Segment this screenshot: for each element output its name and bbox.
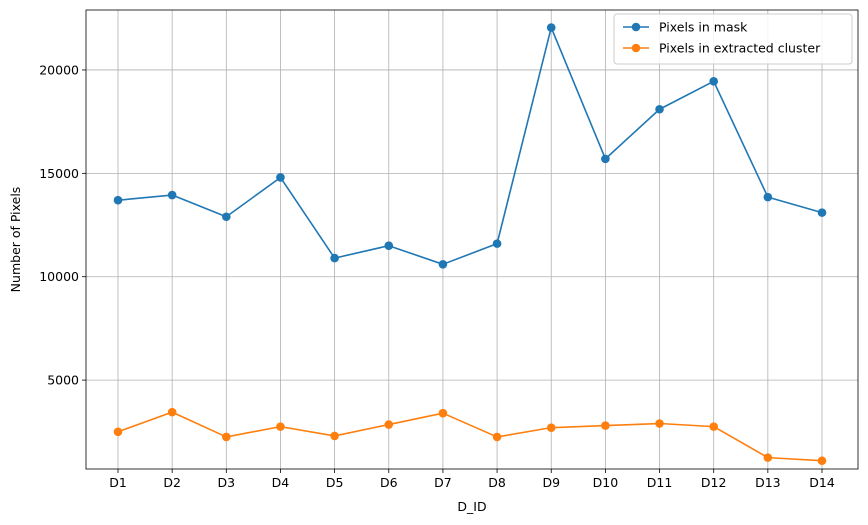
data-point [601,421,610,430]
data-point [384,420,394,429]
data-point [330,431,339,441]
series-line-2 [117,411,823,462]
y-tick-label: 20000 [39,62,79,77]
data-point [438,408,448,418]
x-tick-label: D12 [701,475,727,490]
data-point [384,241,394,251]
x-tick-label: D5 [326,475,344,490]
y-tick-label: 5000 [47,373,79,388]
x-tick-label: D2 [163,475,181,490]
axes-ticks: D1 D2 D3 D4 D5 D6 D7 D8 D9 D10 D11 D12 D13 D14 5000 100… [39,62,835,490]
data-point [546,423,556,432]
legend: Pixels in mask Pixels in extracted cluste… [613,13,853,65]
y-axis-label: Number of Pixels [8,187,23,293]
data-point [222,432,231,442]
y-tick-label: 15000 [39,166,79,181]
data-point [113,427,123,437]
x-tick-label: D14 [809,475,835,490]
data-point [113,195,123,205]
series-layer [113,23,827,466]
x-tick-label: D11 [647,475,673,490]
data-point [167,190,177,200]
data-point [763,192,773,202]
x-tick-label: D6 [380,475,398,490]
data-point [222,212,231,222]
data-point [655,419,664,428]
data-point [438,260,448,269]
x-tick-label: D10 [593,475,619,490]
x-tick-label: D4 [272,475,290,490]
x-tick-label: D7 [434,475,452,490]
data-point [546,23,556,32]
legend-label: Pixels in mask [659,20,748,35]
data-point [276,173,285,182]
legend-label: Pixels in extracted cluster [659,41,821,56]
data-point [492,239,502,248]
data-point [167,407,177,417]
legend-marker [631,22,641,32]
data-point [709,422,718,431]
legend-marker [631,43,641,53]
x-tick-label: D3 [218,475,236,490]
x-tick-label: D8 [488,475,506,490]
data-point [276,422,285,431]
x-tick-label: D9 [542,475,560,490]
data-point [817,456,827,466]
data-point [330,253,339,263]
x-tick-label: D13 [755,475,781,490]
data-point [817,208,827,217]
data-point [763,453,773,462]
data-point [709,77,718,86]
data-point [492,432,502,442]
grid [86,10,858,469]
series-line-1 [117,26,823,266]
legend-box [613,13,853,65]
data-point [601,154,610,164]
x-axis-label: D_ID [457,499,486,514]
y-tick-label: 10000 [39,269,79,284]
x-tick-label: D1 [109,475,127,490]
data-point [655,104,664,114]
plot-frame [85,9,859,470]
